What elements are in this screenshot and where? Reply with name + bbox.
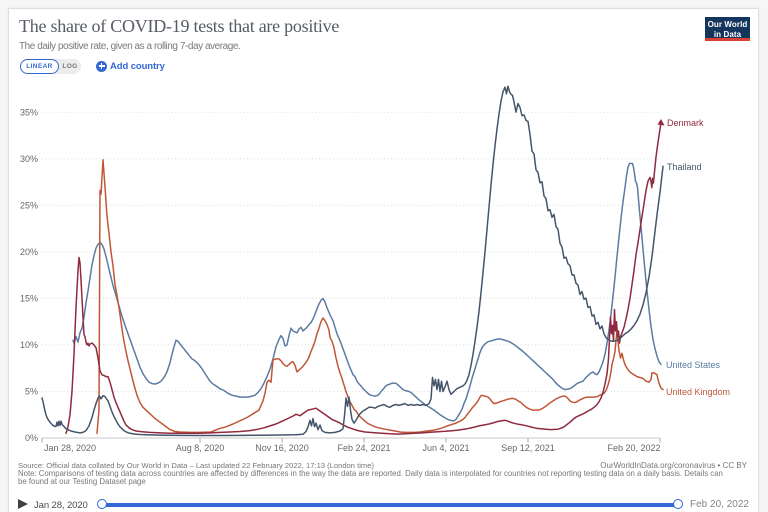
svg-text:35%: 35% [20, 107, 38, 117]
svg-text:10%: 10% [20, 340, 38, 350]
svg-text:30%: 30% [20, 154, 38, 164]
svg-text:Feb 24, 2021: Feb 24, 2021 [337, 443, 390, 453]
svg-text:United Kingdom: United Kingdom [666, 387, 730, 397]
svg-text:Feb 20, 2022: Feb 20, 2022 [607, 443, 660, 453]
svg-text:5%: 5% [25, 387, 38, 397]
svg-text:20%: 20% [20, 247, 38, 257]
svg-text:0%: 0% [25, 433, 38, 443]
svg-text:Nov 16, 2020: Nov 16, 2020 [255, 443, 309, 453]
svg-text:25%: 25% [20, 200, 38, 210]
svg-text:United States: United States [666, 360, 721, 370]
svg-text:Aug 8, 2020: Aug 8, 2020 [176, 443, 225, 453]
svg-text:Sep 12, 2021: Sep 12, 2021 [501, 443, 555, 453]
svg-text:Jan 28, 2020: Jan 28, 2020 [44, 443, 96, 453]
svg-text:Thailand: Thailand [667, 162, 702, 172]
svg-text:15%: 15% [20, 293, 38, 303]
svg-text:Denmark: Denmark [667, 118, 704, 128]
svg-text:Jun 4, 2021: Jun 4, 2021 [422, 443, 469, 453]
